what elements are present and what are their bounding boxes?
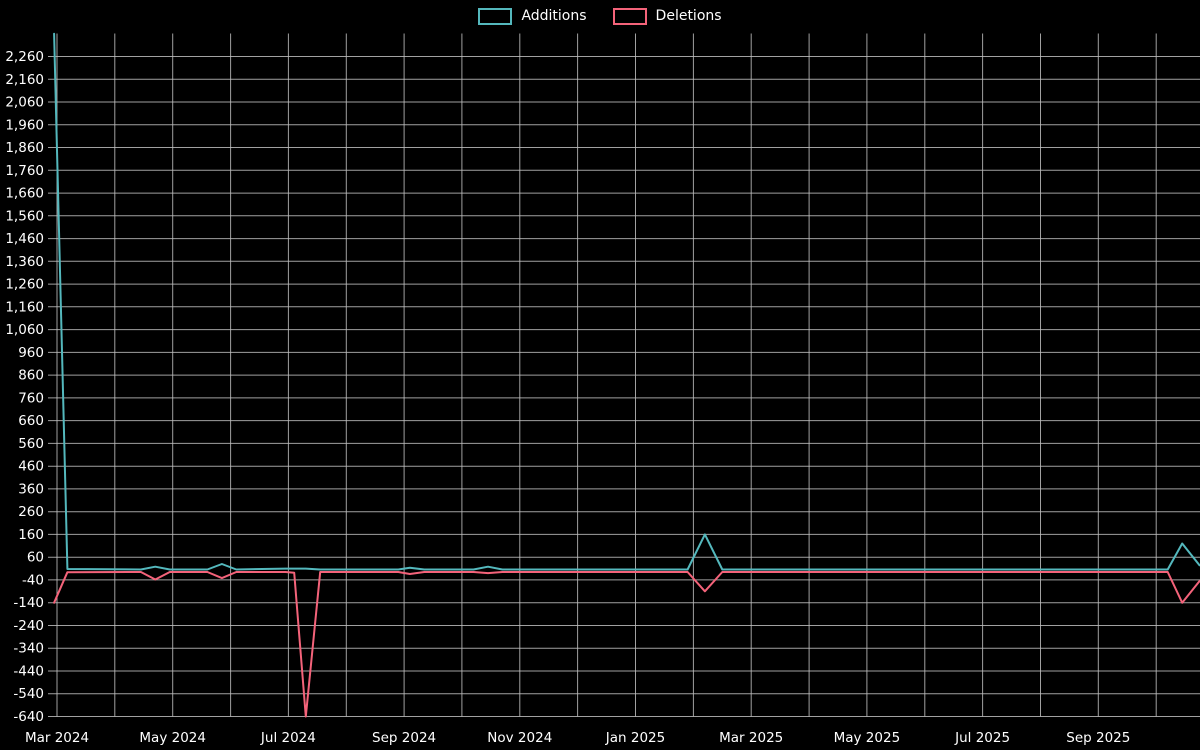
- chart-legend: Additions Deletions: [0, 7, 1200, 25]
- svg-text:Jul 2025: Jul 2025: [954, 730, 1010, 746]
- svg-text:1,260: 1,260: [5, 277, 44, 293]
- svg-text:760: 760: [18, 390, 44, 406]
- svg-text:1,760: 1,760: [5, 163, 44, 179]
- svg-text:560: 560: [18, 436, 44, 452]
- svg-text:May 2025: May 2025: [834, 730, 901, 746]
- svg-text:-140: -140: [13, 595, 44, 611]
- deletions-swatch-icon: [612, 7, 647, 25]
- additions-swatch-icon: [478, 7, 513, 25]
- svg-text:-340: -340: [13, 641, 44, 657]
- svg-text:960: 960: [18, 345, 44, 361]
- svg-text:660: 660: [18, 413, 44, 429]
- svg-text:Sep 2025: Sep 2025: [1066, 730, 1130, 746]
- svg-text:1,460: 1,460: [5, 231, 44, 247]
- svg-text:Jul 2024: Jul 2024: [260, 730, 316, 746]
- svg-text:1,360: 1,360: [5, 254, 44, 270]
- legend-label-deletions: Deletions: [655, 8, 722, 24]
- svg-text:-440: -440: [13, 664, 44, 680]
- svg-text:460: 460: [18, 459, 44, 475]
- svg-text:Jan 2025: Jan 2025: [605, 730, 665, 746]
- svg-text:2,260: 2,260: [5, 49, 44, 65]
- svg-text:May 2024: May 2024: [139, 730, 206, 746]
- svg-text:2,060: 2,060: [5, 95, 44, 111]
- svg-text:1,060: 1,060: [5, 322, 44, 338]
- svg-text:Sep 2024: Sep 2024: [372, 730, 436, 746]
- svg-text:160: 160: [18, 527, 44, 543]
- svg-text:1,160: 1,160: [5, 299, 44, 315]
- svg-text:860: 860: [18, 368, 44, 384]
- svg-text:60: 60: [27, 550, 44, 566]
- svg-text:-640: -640: [13, 709, 44, 725]
- svg-text:1,660: 1,660: [5, 186, 44, 202]
- svg-text:2,160: 2,160: [5, 72, 44, 88]
- svg-text:1,860: 1,860: [5, 140, 44, 156]
- svg-text:Mar 2024: Mar 2024: [25, 730, 89, 746]
- legend-label-additions: Additions: [521, 8, 587, 24]
- svg-text:1,960: 1,960: [5, 117, 44, 133]
- svg-text:-240: -240: [13, 618, 44, 634]
- svg-text:-40: -40: [22, 572, 44, 588]
- svg-text:1,560: 1,560: [5, 208, 44, 224]
- svg-text:Mar 2025: Mar 2025: [719, 730, 783, 746]
- svg-text:-540: -540: [13, 686, 44, 702]
- svg-text:Nov 2024: Nov 2024: [487, 730, 552, 746]
- legend-item-additions[interactable]: Additions: [478, 7, 587, 25]
- legend-item-deletions[interactable]: Deletions: [612, 7, 722, 25]
- svg-text:260: 260: [18, 504, 44, 520]
- svg-text:360: 360: [18, 481, 44, 497]
